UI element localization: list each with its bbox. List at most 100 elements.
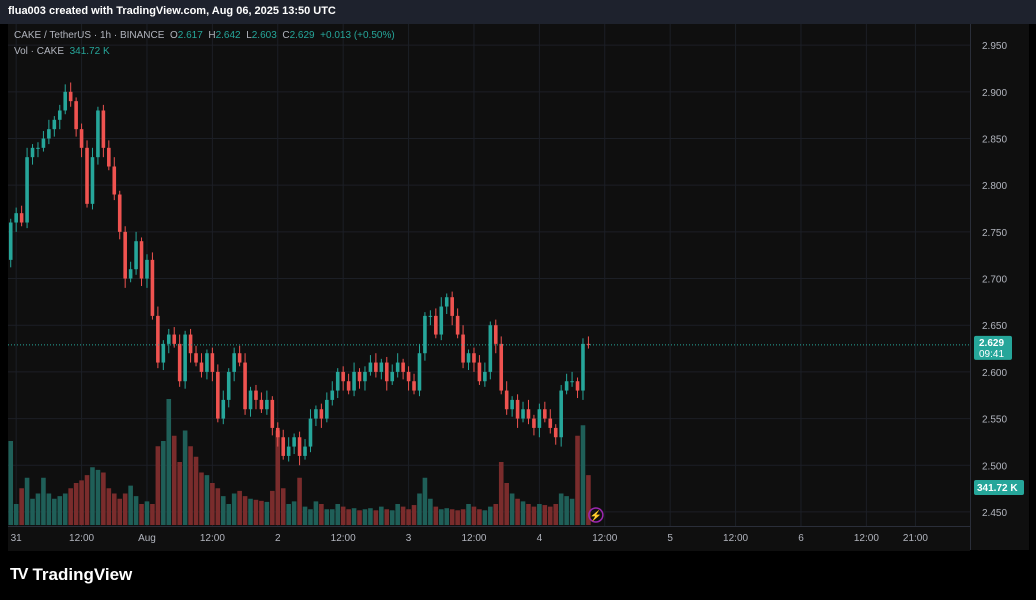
price-tick-label: 2.650: [982, 321, 1007, 332]
candle-body: [101, 110, 106, 148]
volume-bar: [324, 509, 330, 525]
time-tick-label: 5: [667, 533, 673, 544]
volume-bar: [313, 501, 319, 525]
candle-body: [379, 362, 384, 372]
open-label: O: [169, 30, 178, 41]
volume-bar: [139, 504, 144, 525]
candle-body: [188, 334, 193, 354]
change-value: +0.013 (+0.50%): [320, 30, 395, 41]
volume-bar: [422, 477, 428, 525]
volume-bar: [564, 496, 569, 525]
volume-bar: [101, 472, 106, 525]
symbol-label[interactable]: CAKE / TetherUS · 1h · BINANCE: [14, 30, 165, 41]
volume-bar: [220, 496, 226, 525]
volume-bar: [569, 498, 575, 525]
candlestick-chart[interactable]: ⚡: [8, 24, 970, 526]
volume-bar: [520, 501, 526, 525]
candle-body: [205, 353, 209, 372]
candle-body: [145, 259, 149, 279]
candle-body: [161, 343, 166, 363]
tradingview-brand[interactable]: TV TradingView: [10, 565, 132, 585]
time-tick-label: 12:00: [592, 533, 617, 544]
volume-bar: [41, 477, 46, 525]
price-axis[interactable]: 2.950 2.900 2.850 2.800 2.750 2.700 2.650 2.600…: [970, 24, 1029, 550]
ohlc-row: CAKE / TetherUS · 1h · BINANCE O2.617 H2…: [14, 30, 395, 41]
volume-bar: [35, 493, 41, 525]
volume-bar: [111, 493, 117, 525]
volume-bar: [580, 425, 586, 525]
candle-body: [390, 371, 395, 382]
volume-bar: [406, 509, 411, 525]
volume-bar: [90, 467, 95, 525]
volume-label[interactable]: Vol · CAKE: [14, 46, 65, 57]
candle-body: [586, 343, 591, 345]
high-value: 2.642: [215, 30, 241, 41]
candle-body: [286, 446, 291, 456]
volume-bar: [264, 501, 270, 525]
candle-body: [384, 362, 389, 382]
lightning-glyph: ⚡: [590, 509, 602, 522]
candle-body: [134, 241, 138, 270]
candle-body: [352, 371, 356, 391]
volume-bar: [275, 430, 281, 525]
candle-body: [47, 129, 51, 139]
volume-bar: [438, 509, 444, 525]
volume-bar: [19, 488, 24, 525]
candle-body: [123, 231, 127, 279]
volume-bar: [493, 504, 499, 525]
volume-bar: [57, 496, 63, 525]
volume-bar: [547, 506, 553, 525]
candle-body: [450, 297, 454, 316]
price-tick-label: 2.700: [982, 275, 1007, 286]
volume-bar: [286, 504, 291, 525]
volume-bar: [319, 504, 324, 525]
price-tag-value: 2.629: [979, 338, 1004, 349]
candle-body: [281, 437, 286, 456]
volume-bar: [188, 446, 193, 525]
volume-bar: [455, 510, 460, 525]
volume-bar: [13, 504, 19, 525]
time-axis[interactable]: 31 12:00 Aug 12:00 2 12:00 3 12:00 4 12:00 5 12:00 6…: [8, 526, 970, 551]
close-value: 2.629: [289, 30, 315, 41]
volume-bar: [155, 446, 161, 525]
volume-bar: [166, 399, 172, 525]
candle-body: [308, 418, 313, 447]
time-tick-label: 3: [406, 533, 412, 544]
volume-bar: [182, 430, 188, 525]
volume-bar: [460, 509, 466, 525]
volume-bar: [117, 498, 123, 525]
volume-bar: [177, 462, 182, 525]
candle-body: [335, 371, 340, 391]
candle-body: [199, 362, 204, 372]
volume-bar: [95, 469, 101, 525]
low-label: L: [246, 30, 252, 41]
candle-body: [128, 269, 133, 279]
candle-body: [177, 343, 182, 382]
volume-bar: [291, 501, 297, 525]
volume-bar: [488, 506, 493, 525]
candle-body: [216, 371, 220, 419]
candle-body: [325, 399, 329, 419]
candle-body: [548, 418, 553, 428]
price-tick-label: 2.950: [982, 41, 1007, 52]
candle-body: [488, 325, 493, 372]
time-tick-label: 12:00: [69, 533, 94, 544]
volume-bar: [253, 499, 259, 525]
volume-bar: [498, 462, 504, 525]
close-label: C: [282, 30, 290, 41]
candle-body: [374, 362, 378, 372]
candle-body: [346, 381, 351, 391]
candle-body: [504, 390, 509, 410]
volume-bar: [346, 509, 351, 525]
candle-body: [36, 147, 40, 149]
volume-bar: [482, 510, 488, 525]
candle-body: [417, 353, 422, 391]
volume-bar: [210, 483, 215, 525]
candle-body: [139, 241, 144, 279]
candle-body: [226, 371, 231, 400]
time-tick-label: 2: [275, 533, 281, 544]
low-value: 2.603: [251, 30, 277, 41]
candle-body: [368, 362, 373, 372]
chart-pane[interactable]: ⚡: [8, 24, 970, 550]
volume-bar: [52, 498, 57, 525]
